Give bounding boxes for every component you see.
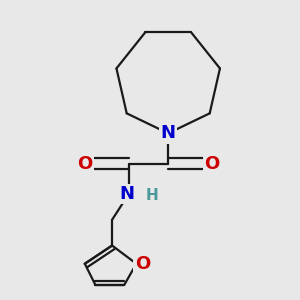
Text: H: H: [145, 188, 158, 203]
Text: O: O: [205, 154, 220, 172]
Text: N: N: [161, 124, 176, 142]
Text: O: O: [77, 154, 92, 172]
Text: O: O: [135, 255, 150, 273]
Text: N: N: [120, 185, 135, 203]
